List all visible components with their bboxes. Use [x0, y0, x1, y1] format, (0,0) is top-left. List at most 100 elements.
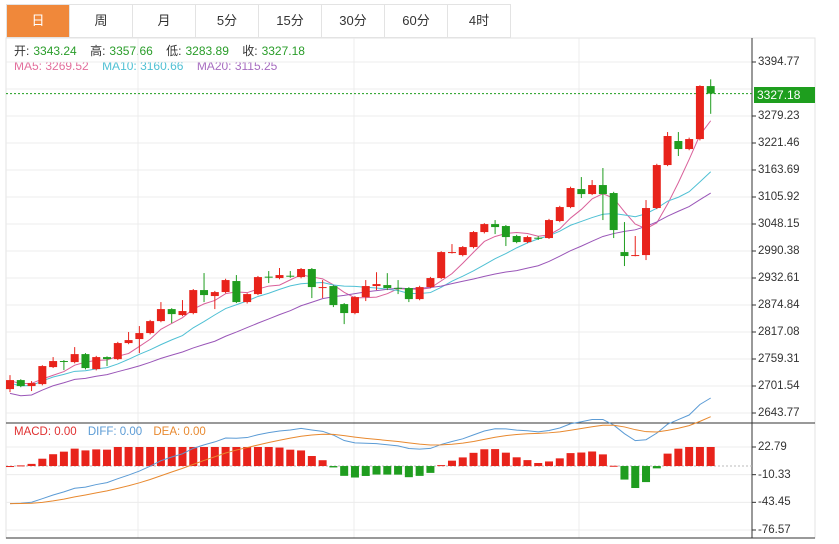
- candle-up: [49, 361, 58, 368]
- macd-histogram-bar: [329, 466, 338, 468]
- low-value: 3283.89: [185, 44, 229, 58]
- candle-up: [437, 252, 446, 279]
- candle-up: [685, 139, 694, 150]
- price-axis-label: 2874.84: [758, 299, 800, 311]
- close-value: 3327.18: [261, 44, 305, 58]
- candle-up: [221, 280, 230, 293]
- candle-up: [523, 237, 532, 243]
- macd-histogram-bar: [27, 463, 36, 467]
- candle-down: [491, 224, 500, 228]
- macd-value: MACD: 0.00: [14, 426, 77, 438]
- macd-histogram-bar: [545, 461, 553, 467]
- candle-up: [275, 275, 284, 279]
- candle-up: [415, 287, 424, 300]
- macd-histogram-bar: [598, 454, 607, 467]
- candle-down: [501, 226, 510, 238]
- candle-down: [609, 193, 618, 231]
- macd-histogram-bar: [469, 452, 478, 467]
- candle-down: [232, 281, 241, 303]
- candle-up: [27, 383, 36, 387]
- macd-histogram-bar: [394, 466, 403, 475]
- candle-up: [6, 380, 14, 390]
- candle-up: [695, 86, 704, 140]
- macd-histogram-bar: [372, 466, 381, 475]
- macd-histogram-bar: [566, 453, 575, 467]
- candle-down: [620, 252, 629, 257]
- candle-down: [383, 285, 392, 289]
- macd-histogram-bar: [447, 460, 456, 467]
- candle-up: [663, 136, 672, 166]
- macd-histogram-bar: [156, 447, 165, 467]
- macd-histogram-bar: [286, 449, 295, 467]
- tab-1[interactable]: 周: [70, 5, 133, 37]
- macd-histogram-bar: [350, 466, 359, 478]
- candle-up: [297, 269, 306, 278]
- macd-histogram-bar: [491, 449, 500, 467]
- macd-histogram-bar: [92, 449, 101, 467]
- macd-histogram-bar: [361, 466, 370, 476]
- ma10-line: [9, 171, 712, 387]
- tab-4[interactable]: 15分: [259, 5, 322, 37]
- macd-histogram-bar: [642, 466, 651, 483]
- price-axis-label: 3394.77: [758, 56, 800, 68]
- price-axis-label: 3105.92: [758, 191, 800, 203]
- candle-up: [652, 165, 661, 209]
- macd-histogram-bar: [695, 447, 704, 467]
- candle-up: [555, 207, 564, 222]
- candle-up: [124, 340, 133, 344]
- macd-histogram-bar: [501, 452, 510, 467]
- candle-up: [361, 286, 370, 298]
- candle-down: [340, 304, 349, 314]
- macd-histogram-bar: [113, 447, 122, 467]
- macd-legend: MACD: 0.00 DIFF: 0.00 DEA: 0.00: [14, 426, 214, 438]
- candle-up: [426, 278, 435, 288]
- high-value: 3357.66: [109, 44, 153, 58]
- period-tabs: 日周月 5分 15分 30分 60分 4时: [6, 4, 511, 38]
- low-label: 低:: [166, 44, 182, 58]
- candle-up: [92, 357, 101, 370]
- candle-down: [329, 286, 338, 306]
- candle-up: [350, 297, 359, 314]
- macd-axis-label: -43.45: [758, 496, 791, 509]
- macd-histogram-bar: [103, 449, 112, 467]
- close-label: 收:: [242, 44, 258, 58]
- candle-up: [372, 284, 381, 287]
- candle-up: [458, 247, 467, 256]
- diff-line: [9, 397, 711, 505]
- macd-histogram-bar: [652, 466, 661, 469]
- open-label: 开:: [14, 44, 30, 58]
- macd-histogram-bar: [6, 466, 14, 468]
- tab-3[interactable]: 5分: [196, 5, 259, 37]
- candle-down: [307, 269, 316, 288]
- candle-up: [480, 224, 489, 233]
- current-price-tag: 3327.18: [754, 87, 815, 103]
- tab-2[interactable]: 月: [133, 5, 196, 37]
- price-axis-label: 2643.77: [758, 407, 800, 419]
- macd-histogram-bar: [415, 466, 424, 476]
- macd-histogram-bar: [577, 452, 586, 467]
- macd-histogram-bar: [555, 458, 564, 467]
- tab-5[interactable]: 30分: [322, 5, 385, 37]
- candle-up: [135, 333, 144, 340]
- macd-histogram-bar: [674, 448, 683, 467]
- candle-up: [469, 232, 478, 248]
- price-axis-label: 2932.61: [758, 272, 800, 284]
- macd-histogram-bar: [264, 447, 273, 467]
- candle-down: [394, 287, 403, 289]
- macd-histogram-bar: [178, 447, 187, 467]
- candle-down: [103, 357, 112, 360]
- macd-histogram-bar: [383, 466, 392, 475]
- dea-value: DEA: 0.00: [153, 426, 206, 438]
- macd-axis-label: -76.57: [758, 524, 791, 536]
- tab-6[interactable]: 60分: [385, 5, 448, 37]
- candle-down: [512, 236, 521, 243]
- macd-histogram-bar: [480, 449, 489, 467]
- price-axis-label: 3163.69: [758, 164, 800, 176]
- tab-0[interactable]: 日: [7, 5, 70, 37]
- macd-histogram-bar: [70, 448, 79, 467]
- candle-up: [156, 309, 165, 322]
- macd-histogram-bar: [189, 447, 198, 467]
- tab-7[interactable]: 4时: [448, 5, 511, 37]
- macd-histogram-bar: [307, 456, 316, 467]
